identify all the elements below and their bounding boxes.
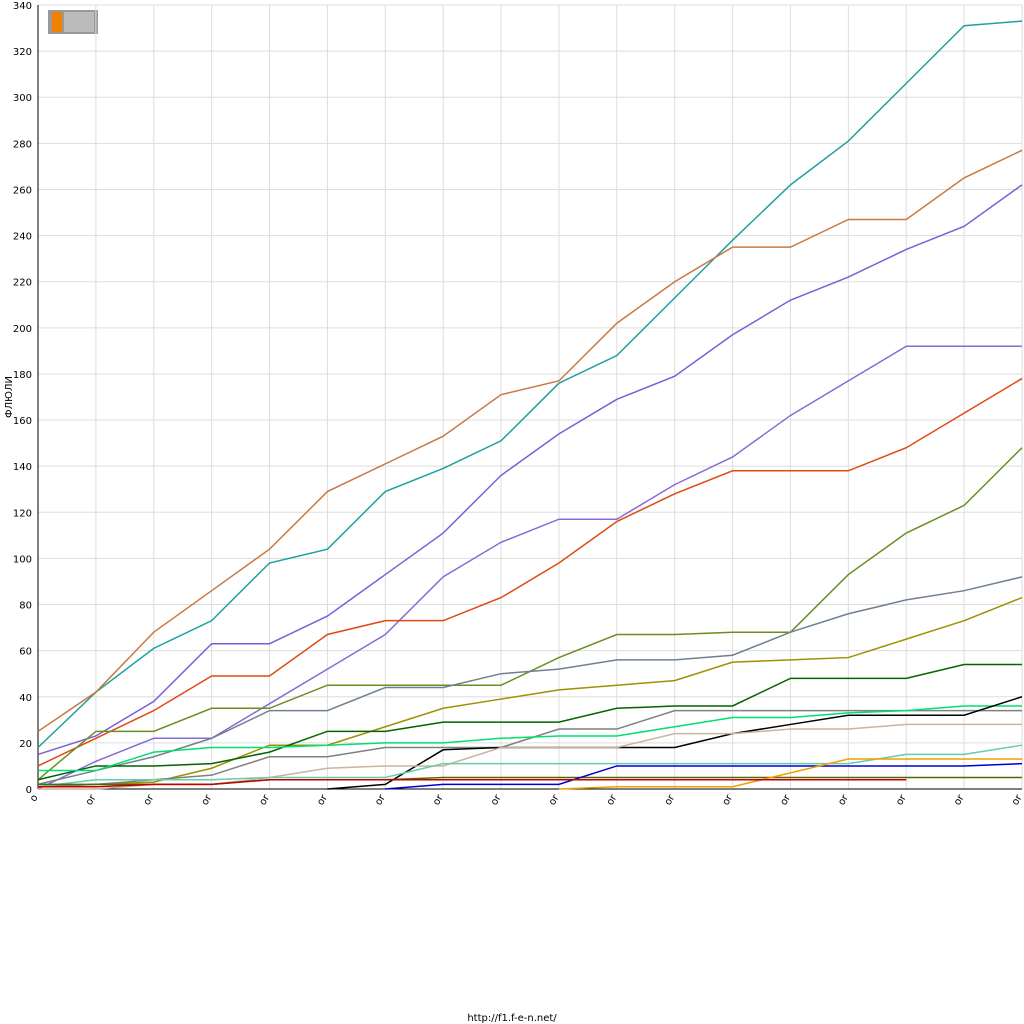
y-tick-label: 180 (13, 370, 32, 381)
x-tick-label: o (28, 793, 41, 804)
logo (48, 10, 98, 34)
y-tick-label: 240 (13, 232, 32, 243)
x-tick-label: or (84, 792, 99, 807)
x-tick-label: or (431, 792, 446, 807)
x-tick-label: or (373, 792, 388, 807)
x-tick-label: or (489, 792, 504, 807)
y-tick-label: 300 (13, 93, 32, 104)
y-tick-label: 160 (13, 416, 32, 427)
series-line (37, 709, 1022, 788)
x-tick-label: or (952, 792, 967, 807)
x-tick-label: or (1010, 792, 1024, 807)
x-tick-label: or (894, 792, 909, 807)
y-axis-label: ФЛЮЛИ (4, 376, 15, 418)
series-line (38, 705, 1022, 772)
series-line (327, 696, 1023, 790)
series-line (385, 762, 1023, 790)
x-tick-label: or (257, 792, 272, 807)
y-tick-label: 100 (13, 554, 32, 565)
x-tick-label: or (200, 792, 215, 807)
series-line (37, 345, 1022, 790)
y-tick-label: 20 (19, 739, 32, 750)
x-tick-label: or (547, 792, 562, 807)
y-tick-label: 0 (26, 785, 32, 796)
series-line (38, 776, 1022, 786)
series-line (37, 149, 1023, 732)
series-line (37, 377, 1023, 767)
y-tick-label: 200 (13, 324, 32, 335)
x-tick-label: or (778, 792, 793, 807)
series-line (37, 184, 1023, 756)
x-tick-label: or (663, 792, 678, 807)
series-line (37, 744, 1023, 788)
series-line (38, 779, 907, 788)
series-line (558, 758, 1022, 790)
y-tick-label: 220 (13, 278, 32, 289)
x-tick-label: or (721, 792, 736, 807)
y-tick-label: 40 (19, 693, 32, 704)
y-tick-label: 80 (19, 601, 32, 612)
x-tick-label: or (315, 792, 330, 807)
series-line (37, 596, 1023, 788)
y-tick-label: 340 (13, 1, 32, 12)
series-line (37, 447, 1023, 781)
y-tick-label: 60 (19, 647, 32, 658)
x-tick-label: or (142, 792, 157, 807)
y-tick-label: 280 (13, 139, 32, 150)
series-line (37, 663, 1022, 781)
footer: http://f1.f-e-n.net/ (467, 1013, 557, 1024)
y-tick-label: 260 (13, 185, 32, 196)
y-tick-label: 320 (13, 47, 32, 58)
series-line (37, 576, 1023, 786)
y-tick-label: 120 (13, 508, 32, 519)
x-tick-label: or (836, 792, 851, 807)
series-line (37, 20, 1023, 749)
y-tick-label: 140 (13, 462, 32, 473)
x-tick-label: or (605, 792, 620, 807)
